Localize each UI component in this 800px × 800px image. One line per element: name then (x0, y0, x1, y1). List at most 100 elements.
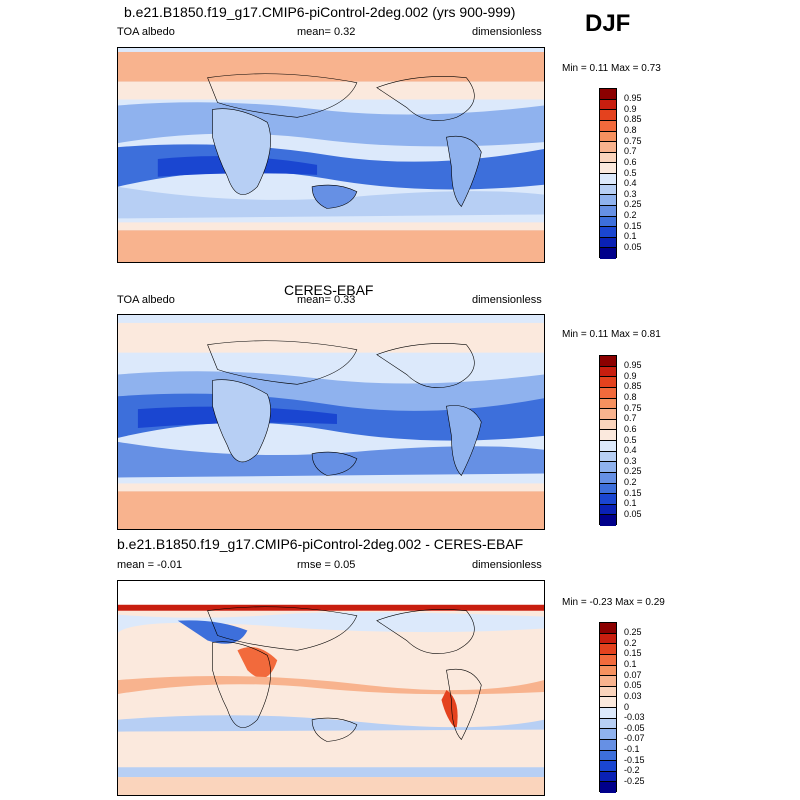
colorbar-swatch (600, 494, 616, 505)
colorbar-tick-label: -0.03 (624, 712, 645, 723)
colorbar-tick-label: 0.4 (624, 178, 637, 189)
colorbar-swatch (600, 174, 616, 185)
panel3-mean-label: mean = -0.01 (117, 559, 183, 571)
panel2-mean-label: mean= 0.33 (297, 294, 356, 306)
colorbar-tick-label: 0.6 (624, 423, 637, 434)
colorbar-swatch (600, 623, 616, 634)
colorbar-swatch (600, 676, 616, 687)
colorbar-tick-label: 0.95 (624, 93, 642, 104)
colorbar-tick-label: 0.07 (624, 669, 642, 680)
colorbar-tick-label: 0.9 (624, 370, 637, 381)
colorbar-swatch (600, 205, 616, 217)
colorbar-swatch (600, 697, 616, 708)
colorbar-tick-label: 0 (624, 701, 630, 712)
colorbar-swatch (600, 163, 616, 174)
colorbar-swatch (600, 739, 616, 751)
colorbar-tick-label: 0.7 (624, 146, 637, 157)
colorbar-tick-label: 0.1 (624, 231, 637, 242)
colorbar-swatch (600, 248, 616, 259)
colorbar-tick-label: 0.85 (624, 381, 642, 392)
colorbar-swatch (600, 120, 616, 132)
colorbar-swatch (600, 761, 616, 772)
colorbar-swatch (600, 184, 616, 196)
colorbar-swatch (600, 782, 616, 793)
colorbar-swatch (600, 729, 616, 740)
panel1-colorbar (599, 88, 617, 259)
season-label: DJF (585, 10, 631, 37)
colorbar-swatch (600, 472, 616, 484)
panel2-colorbar (599, 355, 617, 526)
panel1-units-label: dimensionless (472, 26, 542, 38)
colorbar-tick-label: 0.4 (624, 445, 637, 456)
panel3-map (117, 580, 545, 796)
colorbar-tick-label: 0.25 (624, 199, 642, 210)
colorbar-tick-label: 0.95 (624, 360, 642, 371)
colorbar-tick-label: 0.5 (624, 434, 637, 445)
colorbar-swatch (600, 409, 616, 420)
colorbar-swatch (600, 665, 616, 677)
colorbar-tick-label: 0.2 (624, 210, 637, 220)
colorbar-swatch (600, 387, 616, 399)
panel1-mean-label: mean= 0.32 (297, 26, 356, 38)
panel1-minmax: Min = 0.11 Max = 0.73 (562, 63, 661, 74)
panel1-map (117, 47, 545, 263)
colorbar-swatch (600, 398, 616, 410)
panel3-units-label: dimensionless (472, 559, 542, 571)
colorbar-tick-label: 0.05 (624, 508, 642, 519)
colorbar-swatch (600, 89, 616, 100)
colorbar-swatch (600, 750, 616, 762)
colorbar-tick-label: -0.1 (624, 744, 640, 754)
colorbar-tick-label: 0.15 (624, 487, 642, 498)
colorbar-tick-label: 0.3 (624, 455, 637, 466)
colorbar-swatch (600, 718, 616, 730)
colorbar-swatch (600, 377, 616, 388)
colorbar-tick-label: -0.15 (624, 754, 645, 765)
panel1-title: b.e21.B1850.f19_g17.CMIP6-piControl-2deg… (124, 4, 516, 20)
colorbar-tick-label: 0.8 (624, 392, 637, 402)
panel3-rmse-label: rmse = 0.05 (297, 559, 356, 571)
panel2-title: CERES-EBAF (284, 282, 374, 298)
colorbar-swatch (600, 430, 616, 441)
colorbar-tick-label: 0.3 (624, 188, 637, 199)
colorbar-tick-label: 0.15 (624, 220, 642, 231)
colorbar-swatch (600, 462, 616, 473)
colorbar-tick-label: 0.85 (624, 114, 642, 125)
colorbar-tick-label: 0.2 (624, 477, 637, 487)
colorbar-tick-label: 0.9 (624, 103, 637, 114)
panel2-units-label: dimensionless (472, 294, 542, 306)
colorbar-tick-label: 0.1 (624, 498, 637, 509)
panel3-colorbar (599, 622, 617, 793)
colorbar-tick-label: 0.6 (624, 156, 637, 167)
colorbar-swatch (600, 771, 616, 783)
colorbar-swatch (600, 152, 616, 164)
panel2-variable-label: TOA albedo (117, 294, 175, 306)
colorbar-tick-label: -0.25 (624, 775, 645, 786)
panel1-variable-label: TOA albedo (117, 26, 175, 38)
colorbar-tick-label: 0.25 (624, 627, 642, 638)
colorbar-swatch (600, 216, 616, 228)
colorbar-swatch (600, 633, 616, 645)
colorbar-swatch (600, 227, 616, 238)
colorbar-tick-label: -0.2 (624, 765, 640, 776)
colorbar-swatch (600, 366, 616, 378)
colorbar-swatch (600, 99, 616, 111)
colorbar-swatch (600, 515, 616, 526)
colorbar-tick-label: 0.03 (624, 690, 642, 701)
colorbar-tick-label: -0.05 (624, 722, 645, 733)
colorbar-swatch (600, 504, 616, 516)
colorbar-swatch (600, 644, 616, 655)
panel3-title: b.e21.B1850.f19_g17.CMIP6-piControl-2deg… (117, 536, 524, 552)
panel2-minmax: Min = 0.11 Max = 0.81 (562, 329, 661, 340)
colorbar-tick-label: 0.1 (624, 659, 637, 669)
colorbar-swatch (600, 686, 616, 698)
colorbar-swatch (600, 441, 616, 452)
colorbar-swatch (600, 483, 616, 495)
colorbar-tick-label: 0.75 (624, 135, 642, 146)
colorbar-swatch (600, 356, 616, 367)
colorbar-swatch (600, 131, 616, 143)
colorbar-tick-label: 0.05 (624, 241, 642, 252)
colorbar-swatch (600, 237, 616, 249)
colorbar-swatch (600, 419, 616, 431)
panel2-map (117, 314, 545, 530)
colorbar-tick-label: 0.5 (624, 167, 637, 178)
